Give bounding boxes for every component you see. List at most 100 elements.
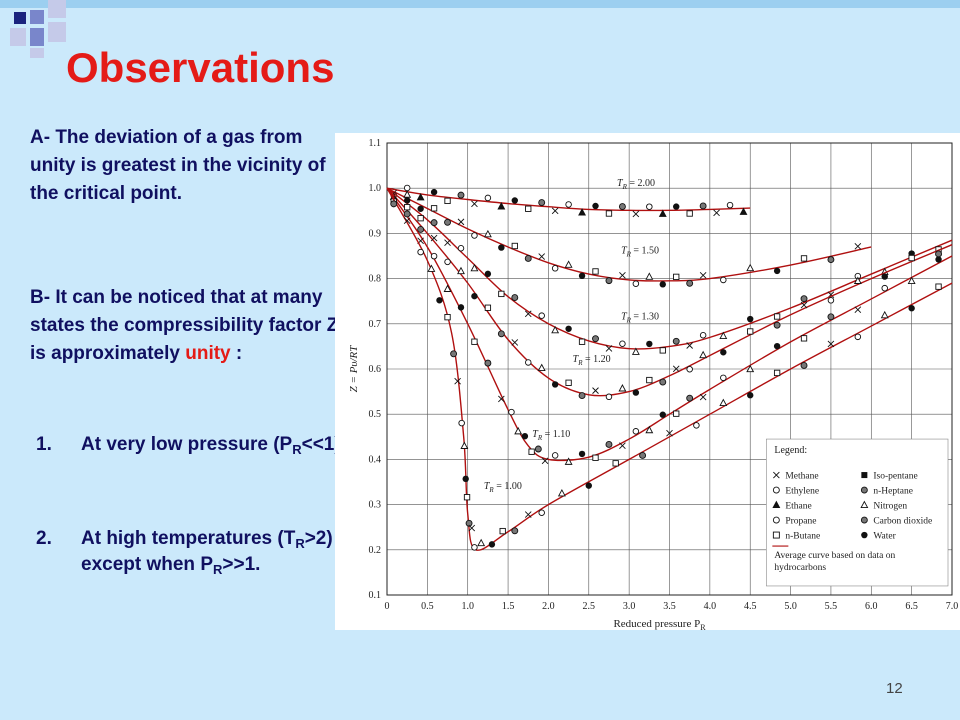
data-marker bbox=[645, 425, 654, 434]
data-marker bbox=[551, 325, 560, 334]
data-marker bbox=[800, 255, 808, 262]
data-marker bbox=[619, 442, 626, 450]
data-marker bbox=[537, 363, 546, 371]
y-tick-label: 0.3 bbox=[369, 500, 382, 511]
data-marker bbox=[720, 276, 727, 284]
data-marker bbox=[800, 362, 808, 369]
data-marker bbox=[430, 188, 438, 196]
data-marker bbox=[498, 244, 505, 251]
data-marker bbox=[686, 342, 693, 349]
data-marker bbox=[514, 426, 523, 435]
data-marker bbox=[462, 475, 469, 483]
data-marker bbox=[605, 277, 613, 285]
data-marker bbox=[471, 292, 478, 300]
data-marker bbox=[444, 258, 451, 266]
data-marker bbox=[699, 393, 707, 401]
curve-label: TR = 1.50 bbox=[621, 246, 659, 259]
data-marker bbox=[565, 325, 572, 332]
data-marker bbox=[631, 347, 640, 355]
header-band bbox=[0, 0, 960, 8]
curve-line bbox=[386, 187, 953, 350]
data-marker bbox=[498, 395, 505, 403]
data-marker bbox=[551, 381, 559, 388]
data-marker bbox=[673, 410, 680, 417]
data-marker bbox=[427, 264, 436, 272]
data-marker bbox=[605, 441, 613, 448]
data-marker bbox=[619, 272, 626, 279]
data-marker bbox=[443, 284, 452, 292]
data-marker bbox=[534, 445, 542, 453]
data-marker bbox=[773, 267, 781, 275]
data-marker bbox=[639, 452, 647, 459]
legend-title: Legend: bbox=[774, 445, 807, 456]
data-marker bbox=[484, 270, 492, 278]
data-marker bbox=[827, 256, 835, 264]
data-marker bbox=[465, 519, 473, 527]
data-marker bbox=[444, 314, 451, 321]
data-marker bbox=[471, 338, 478, 345]
legend-entry: Propane bbox=[785, 517, 816, 527]
list-number: 1. bbox=[36, 434, 52, 455]
data-marker bbox=[430, 205, 438, 212]
data-marker bbox=[699, 350, 708, 359]
decor-square-light bbox=[30, 48, 44, 58]
x-tick-label: 3.5 bbox=[663, 601, 676, 612]
curve-label: TR = 1.30 bbox=[621, 311, 659, 324]
data-marker bbox=[511, 527, 519, 535]
data-marker bbox=[430, 219, 438, 227]
data-marker bbox=[457, 244, 465, 252]
data-marker bbox=[773, 321, 781, 329]
data-marker bbox=[605, 393, 613, 401]
data-marker bbox=[713, 209, 720, 217]
data-marker bbox=[468, 524, 476, 532]
decor-square-navy bbox=[14, 12, 26, 24]
y-tick-label: 0.6 bbox=[369, 364, 382, 375]
data-marker bbox=[632, 280, 640, 287]
legend-entry: n-Heptane bbox=[873, 487, 913, 497]
legend-entry: Ethane bbox=[785, 502, 811, 512]
data-marker bbox=[471, 544, 478, 551]
slide-title: Observations bbox=[66, 44, 335, 91]
data-marker bbox=[471, 200, 478, 208]
data-marker bbox=[511, 242, 518, 250]
legend-entry: Nitrogen bbox=[873, 502, 907, 512]
legend-marker bbox=[861, 472, 868, 479]
x-tick-label: 4.0 bbox=[704, 601, 717, 612]
data-marker bbox=[436, 297, 443, 304]
data-marker bbox=[699, 272, 707, 279]
legend-entry: n-Butane bbox=[785, 532, 820, 542]
y-tick-label: 0.4 bbox=[369, 454, 382, 465]
data-marker bbox=[578, 450, 586, 458]
compressibility-chart: 0 0.5 1.0 1.5 2.0 2.5 3.0 3.5 4.0 4.5 5.0 5.5 6.0 6.5… bbox=[348, 138, 958, 632]
y-tick-label: 0.9 bbox=[369, 228, 382, 239]
legend-marker bbox=[772, 500, 781, 509]
data-marker bbox=[881, 273, 888, 280]
data-marker bbox=[416, 193, 425, 201]
data-marker bbox=[511, 197, 518, 204]
data-marker bbox=[827, 313, 835, 321]
data-marker bbox=[417, 205, 424, 212]
decor-square-light bbox=[48, 0, 66, 18]
data-marker bbox=[524, 359, 532, 366]
data-marker bbox=[524, 310, 532, 318]
data-marker bbox=[659, 378, 667, 386]
subscript: R bbox=[292, 442, 302, 457]
data-marker bbox=[430, 234, 438, 242]
data-marker bbox=[444, 239, 451, 246]
data-marker bbox=[592, 387, 599, 394]
data-marker bbox=[499, 527, 506, 535]
data-marker bbox=[773, 313, 781, 320]
data-marker bbox=[403, 210, 411, 218]
data-marker bbox=[686, 210, 693, 217]
y-tick-label: 0.2 bbox=[369, 545, 382, 556]
x-tick-label: 2.0 bbox=[542, 601, 555, 612]
data-marker bbox=[800, 295, 808, 303]
plot-frame bbox=[386, 142, 953, 596]
data-marker bbox=[404, 204, 411, 211]
data-marker bbox=[511, 339, 519, 346]
legend-marker bbox=[860, 500, 869, 509]
data-marker bbox=[457, 191, 465, 199]
data-marker bbox=[827, 340, 835, 348]
y-tick-label: 0.5 bbox=[369, 409, 382, 420]
data-marker bbox=[471, 232, 478, 239]
